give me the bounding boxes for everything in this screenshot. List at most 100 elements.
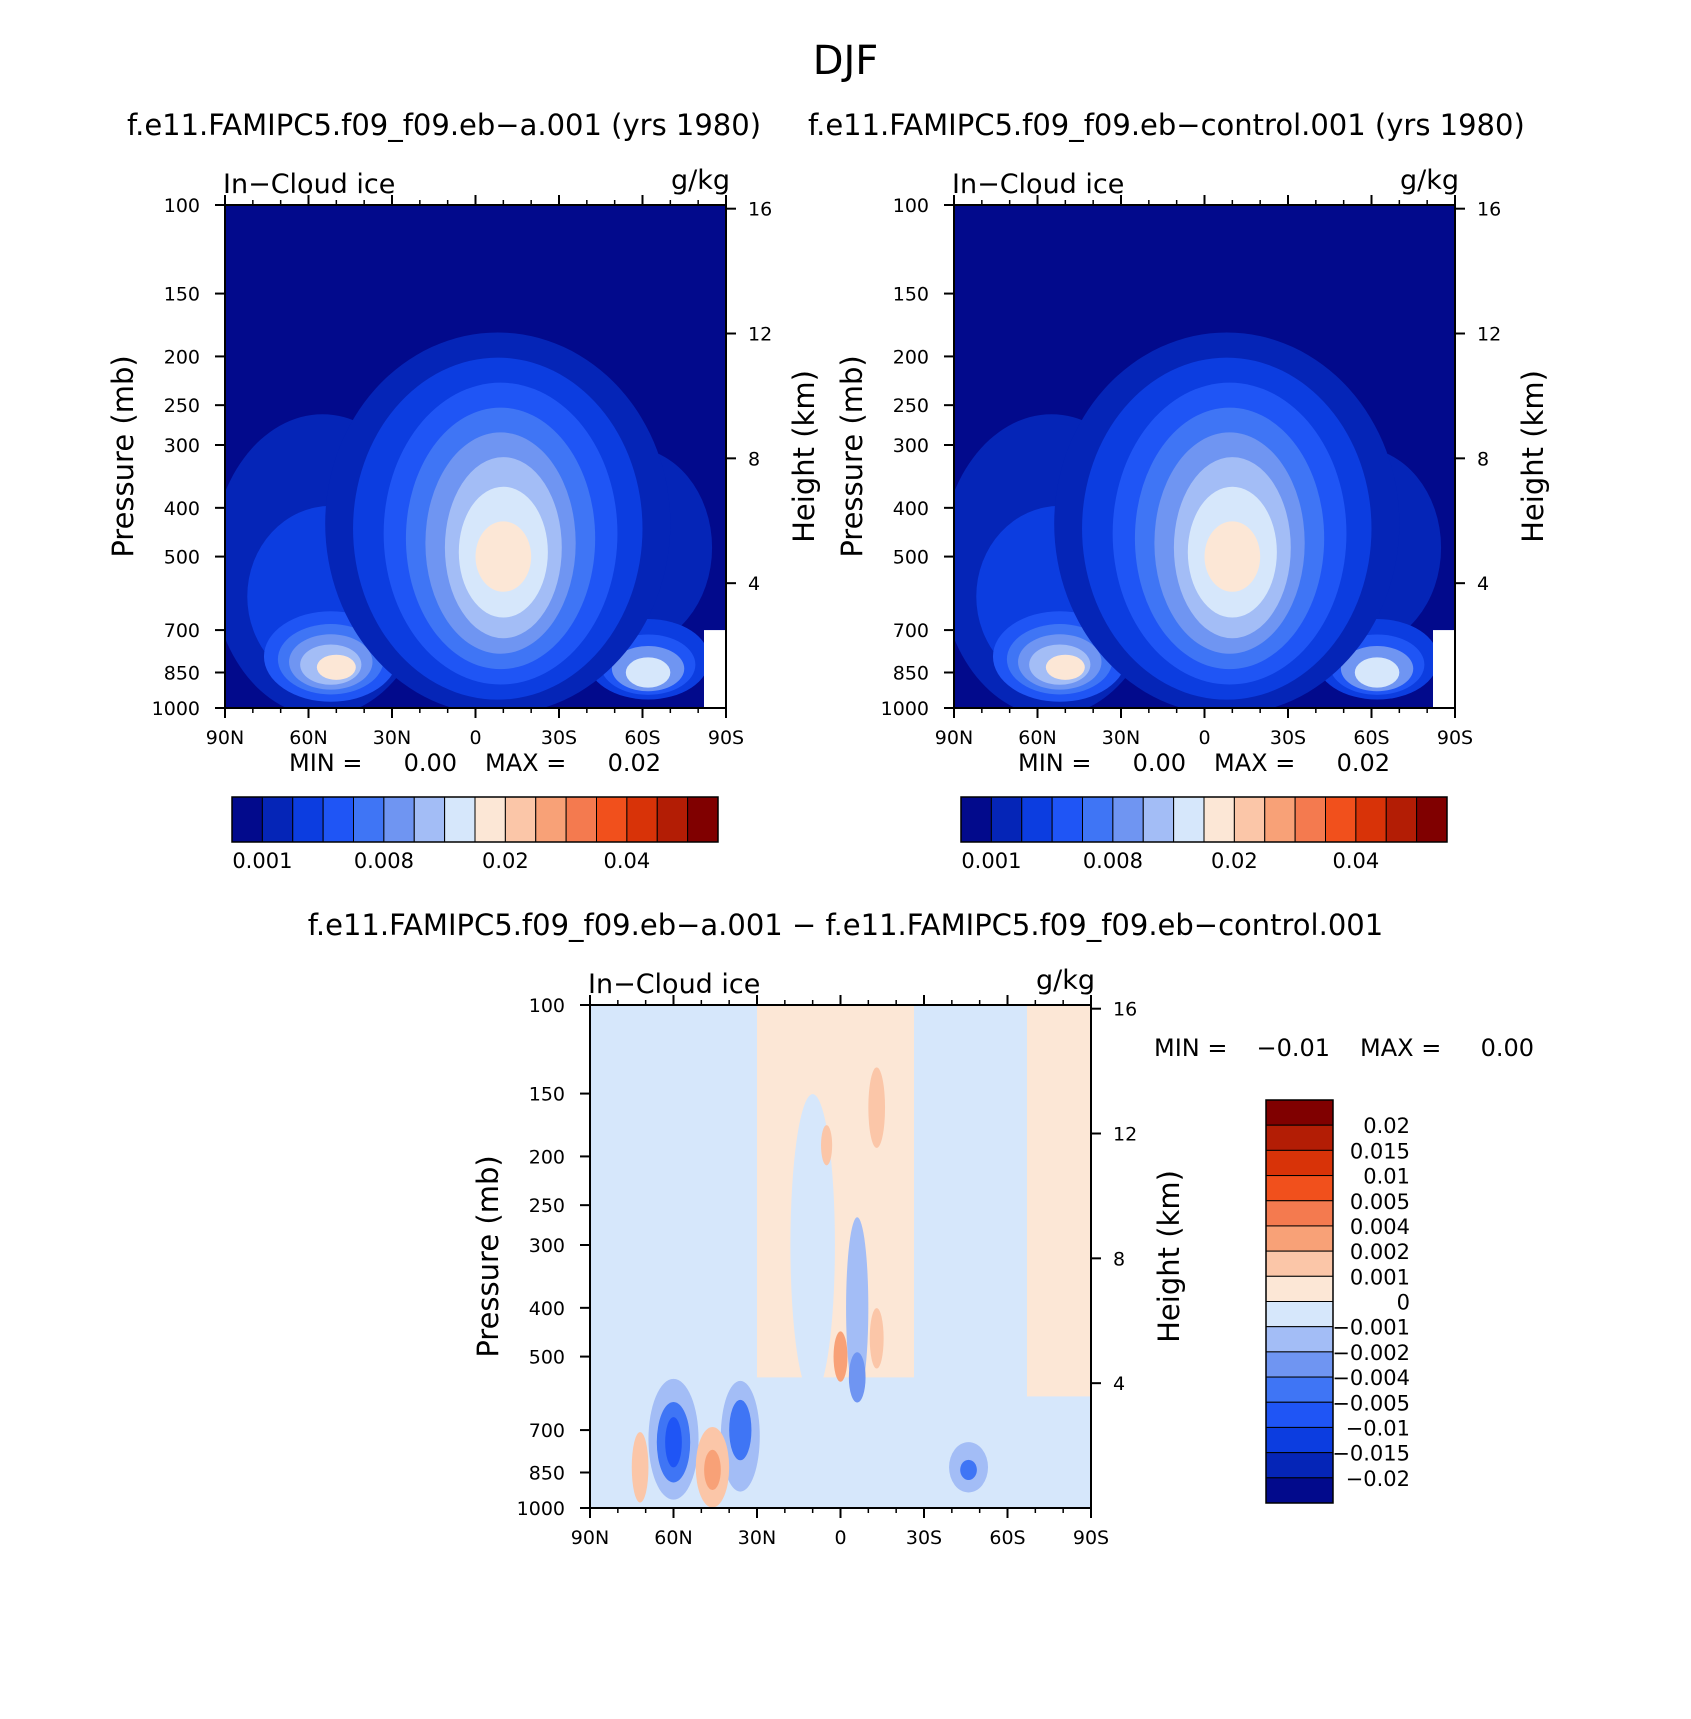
y2-tick-label: 12 (748, 324, 772, 346)
x-tick-label: 60S (624, 727, 660, 749)
colorbar-swatch (1265, 1149, 1334, 1177)
max-label: MAX = (485, 749, 566, 777)
variable-label: In−Cloud ice (952, 169, 1124, 200)
colorbar-swatch (626, 796, 658, 843)
colorbar-swatch (565, 796, 597, 843)
y-tick-label: 500 (164, 547, 200, 569)
plot-area (225, 205, 726, 708)
x-tick-label: 60N (289, 727, 327, 749)
x-tick-label: 30S (1270, 727, 1306, 749)
colorbar-swatch (444, 796, 476, 843)
y-tick-label: 250 (529, 1195, 565, 1217)
colorbar-swatch (1265, 1326, 1334, 1353)
max-value: 0.00 (1481, 1034, 1534, 1062)
colorbar-label: −0.001 (1332, 1316, 1410, 1340)
contour-region (316, 654, 356, 680)
y2-tick-label: 16 (1477, 199, 1501, 221)
colorbar-label: −0.005 (1332, 1391, 1410, 1415)
max-value: 0.02 (608, 749, 661, 777)
min-value: −0.01 (1256, 1034, 1330, 1062)
panel-a: 90N 60N 30N 0 30S 60S 90S 100 150 200 250 300 400 500… (106, 165, 821, 873)
contour-region (757, 1005, 914, 1378)
colorbar-swatch (1021, 796, 1053, 843)
colorbar-swatch (1385, 796, 1418, 843)
colorbar-swatch (656, 796, 689, 843)
colorbar-swatch (1082, 796, 1114, 843)
colorbar-swatch (1142, 796, 1175, 843)
units-label: g/kg (1036, 965, 1095, 996)
y-tick-label: 200 (893, 346, 929, 368)
x-tick-label: 90S (1073, 1527, 1109, 1549)
colorbar-swatch (1265, 1250, 1334, 1277)
colorbar-swatch (960, 796, 992, 843)
colorbar-label: 0.02 (1211, 849, 1258, 873)
colorbar-label: 0.008 (354, 849, 414, 873)
colorbar-swatch (474, 796, 506, 843)
contour-region (1045, 654, 1085, 680)
min-value: 0.00 (404, 749, 457, 777)
colorbar-swatch (1265, 1225, 1334, 1252)
y2-tick-label: 4 (748, 573, 760, 595)
colorbar-swatch (1265, 1275, 1334, 1302)
y-tick-label: 850 (164, 662, 200, 684)
contour-region (960, 1459, 977, 1480)
y2-tick-label: 12 (1477, 324, 1501, 346)
y-tick-label: 850 (893, 662, 929, 684)
colorbar-label: −0.015 (1332, 1442, 1410, 1466)
y-axis-label: Pressure (mb) (471, 1155, 505, 1357)
colorbar-label: 0.005 (1350, 1190, 1410, 1214)
contour-region (833, 1331, 848, 1382)
colorbar-label: 0 (1397, 1291, 1410, 1315)
colorbar-swatch (1294, 796, 1326, 843)
y-tick-label: 500 (529, 1347, 565, 1369)
colorbar-swatch (1265, 1452, 1334, 1479)
plot-area (590, 1005, 1091, 1508)
x-tick-label: 30N (1102, 727, 1140, 749)
colorbar-frame (231, 796, 719, 843)
colorbar-label: 0.004 (1350, 1215, 1410, 1239)
y-tick-label: 400 (893, 498, 929, 520)
min-label: MIN = (289, 749, 362, 777)
y-tick-label: 1000 (881, 698, 929, 720)
colorbar-label: 0.001 (961, 849, 1021, 873)
colorbar-swatch (1265, 1401, 1334, 1428)
units-label: g/kg (671, 165, 730, 196)
colorbar-label: 0.01 (1363, 1165, 1410, 1189)
x-tick-label: 0 (1198, 727, 1210, 749)
y2-axis-label: Height (km) (1152, 1170, 1186, 1343)
colorbar-swatch (1264, 796, 1296, 843)
contour-region (631, 1432, 649, 1503)
colorbar-label: 0.001 (232, 849, 292, 873)
colorbar-swatch (322, 796, 354, 843)
panel-control-title: f.e11.FAMIPC5.f09_f09.eb−control.001 (yr… (808, 108, 1525, 142)
y2-tick-label: 16 (1113, 999, 1137, 1021)
x-tick-label: 30S (906, 1527, 942, 1549)
y2-tick-label: 4 (1113, 1373, 1125, 1395)
y-tick-label: 700 (893, 620, 929, 642)
y-tick-label: 700 (164, 620, 200, 642)
y2-tick-label: 8 (1477, 448, 1489, 470)
y-tick-label: 500 (893, 547, 929, 569)
colorbar-swatch (1265, 1351, 1334, 1378)
figure-title: DJF (812, 38, 879, 84)
x-tick-label: 90N (206, 727, 244, 749)
colorbar-label: −0.004 (1332, 1366, 1410, 1390)
y-tick-label: 100 (529, 995, 565, 1017)
contour-region (625, 657, 671, 688)
missing-region (1433, 630, 1455, 708)
min-label: MIN = (1018, 749, 1091, 777)
max-label: MAX = (1214, 749, 1295, 777)
colorbar-swatch (1051, 796, 1083, 843)
x-tick-label: 90N (571, 1527, 609, 1549)
colorbar-swatch (353, 796, 385, 843)
colorbar-label: 0.02 (482, 849, 529, 873)
colorbar-swatch (383, 796, 415, 843)
contour-region (868, 1067, 886, 1148)
y-tick-label: 150 (893, 284, 929, 306)
diff-panel-title: f.e11.FAMIPC5.f09_f09.eb−a.001 − f.e11.F… (307, 908, 1384, 942)
contour-region (846, 1217, 869, 1399)
x-tick-label: 90S (1437, 727, 1473, 749)
colorbar-label: 0.008 (1083, 849, 1143, 873)
y-axis-label: Pressure (mb) (835, 355, 869, 557)
